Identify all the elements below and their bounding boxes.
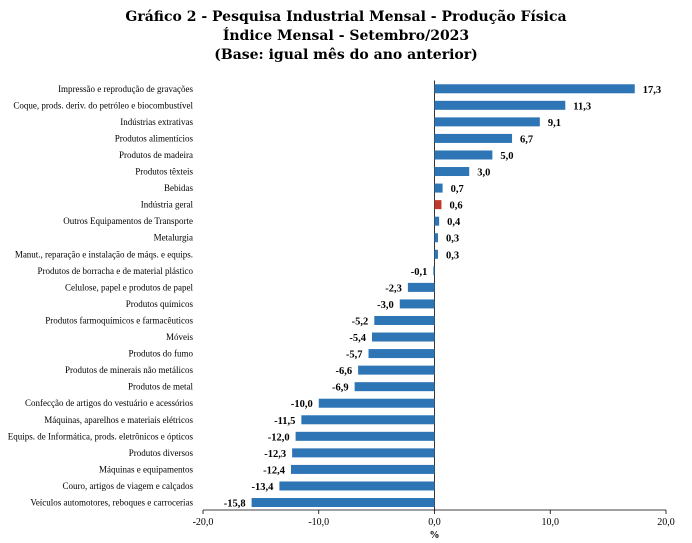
bar — [290, 464, 435, 474]
data-label: 17,3 — [643, 85, 661, 96]
category-label: Móveis — [166, 332, 193, 342]
data-label: -12,3 — [264, 449, 286, 460]
category-label: Produtos químicos — [126, 299, 194, 309]
x-tick-label: 20,0 — [657, 517, 675, 528]
data-label: -11,5 — [274, 416, 295, 427]
category-label: Manut., reparação e instalação de máqs. … — [15, 249, 193, 259]
bar — [292, 448, 435, 458]
x-tick-label: -20,0 — [193, 517, 214, 528]
data-label: -5,2 — [352, 316, 369, 327]
data-label: -6,6 — [335, 366, 352, 377]
bar — [295, 431, 435, 441]
data-label: -12,4 — [263, 465, 286, 476]
category-label: Produtos de metal — [128, 382, 193, 392]
data-label: 6,7 — [520, 134, 533, 145]
bar — [434, 150, 493, 160]
data-label: -12,0 — [268, 432, 290, 443]
data-label: 0,7 — [451, 184, 464, 195]
bar — [434, 200, 442, 210]
data-label: 3,0 — [477, 168, 490, 179]
category-label: Bebidas — [164, 183, 193, 193]
bar — [434, 167, 470, 177]
bar — [399, 299, 435, 309]
category-label: Produtos de borracha e de material plást… — [38, 266, 194, 276]
category-label: Couro, artigos de viagem e calçados — [63, 481, 194, 491]
x-axis-title: % — [430, 530, 440, 541]
data-label: -6,9 — [332, 383, 349, 394]
data-label: 9,1 — [548, 118, 561, 129]
bar — [434, 133, 513, 143]
data-label: -10,0 — [291, 399, 313, 410]
category-label: Máquinas, aparelhos e materiais elétrico… — [44, 415, 193, 425]
bar — [434, 100, 566, 110]
bar — [407, 282, 435, 292]
x-tick-label: 10,0 — [542, 517, 560, 528]
category-label: Máquinas e equipamentos — [99, 464, 193, 474]
x-tick-label: 0,0 — [428, 517, 441, 528]
bar — [301, 415, 435, 425]
data-label: -3,0 — [377, 300, 394, 311]
data-label: 0,6 — [449, 201, 462, 212]
bar — [358, 365, 435, 375]
category-label: Impressão e reprodução de gravações — [58, 84, 193, 94]
category-label: Outros Equipamentos de Transporte — [63, 216, 193, 226]
category-label: Produtos de minerais não metálicos — [65, 365, 193, 375]
category-label: Confecção de artigos do vestuário e aces… — [25, 398, 193, 408]
category-label: Coque, prods. deriv. do petróleo e bioco… — [13, 100, 193, 110]
category-label: Metalurgia — [154, 233, 193, 243]
category-label: Equips. de Informática, prods. eletrônic… — [8, 431, 194, 441]
category-label: Indústria geral — [141, 200, 194, 210]
bar — [368, 349, 435, 359]
chart-subtitle: Índice Mensal - Setembro/2023 — [222, 28, 470, 44]
data-label: 0,3 — [446, 234, 459, 245]
bar — [434, 183, 443, 193]
data-label: 0,3 — [446, 250, 459, 261]
bar — [434, 233, 438, 243]
data-label: 11,3 — [573, 101, 591, 112]
bar — [434, 84, 635, 94]
category-label: Produtos de madeira — [119, 150, 193, 160]
chart-title: Gráfico 2 - Pesquisa Industrial Mensal -… — [125, 9, 567, 25]
category-label: Produtos diversos — [129, 448, 194, 458]
bar — [251, 498, 435, 508]
bar — [433, 266, 435, 276]
category-label: Celulose, papel e produtos de papel — [65, 282, 193, 292]
chart-title-block: Gráfico 2 - Pesquisa Industrial Mensal -… — [0, 8, 692, 65]
category-label: Indústrias extrativas — [120, 117, 193, 127]
data-label: -0,1 — [411, 267, 428, 278]
data-label: -13,4 — [252, 482, 275, 493]
bar — [434, 249, 438, 259]
bar — [371, 332, 435, 342]
data-label: -15,8 — [224, 499, 246, 510]
bar — [434, 216, 440, 226]
bar — [354, 382, 435, 392]
x-tick-label: -10,0 — [308, 517, 329, 528]
category-label: Produtos do fumo — [128, 349, 193, 359]
data-label: 5,0 — [500, 151, 513, 162]
category-label: Produtos farmoquímicos e farmacêuticos — [45, 315, 193, 325]
category-label: Veículos automotores, reboques e carroce… — [30, 498, 193, 508]
bar — [434, 117, 540, 127]
bar — [318, 398, 435, 408]
bar — [374, 315, 435, 325]
bar — [279, 481, 435, 491]
chart-subtitle-base: (Base: igual mês do ano anterior) — [214, 47, 478, 63]
data-label: -5,4 — [349, 333, 366, 344]
data-label: 0,4 — [447, 217, 461, 228]
category-label: Produtos têxteis — [135, 167, 193, 177]
category-label: Produtos alimentícios — [115, 133, 194, 143]
data-label: -5,7 — [346, 350, 363, 361]
data-label: -2,3 — [385, 283, 402, 294]
